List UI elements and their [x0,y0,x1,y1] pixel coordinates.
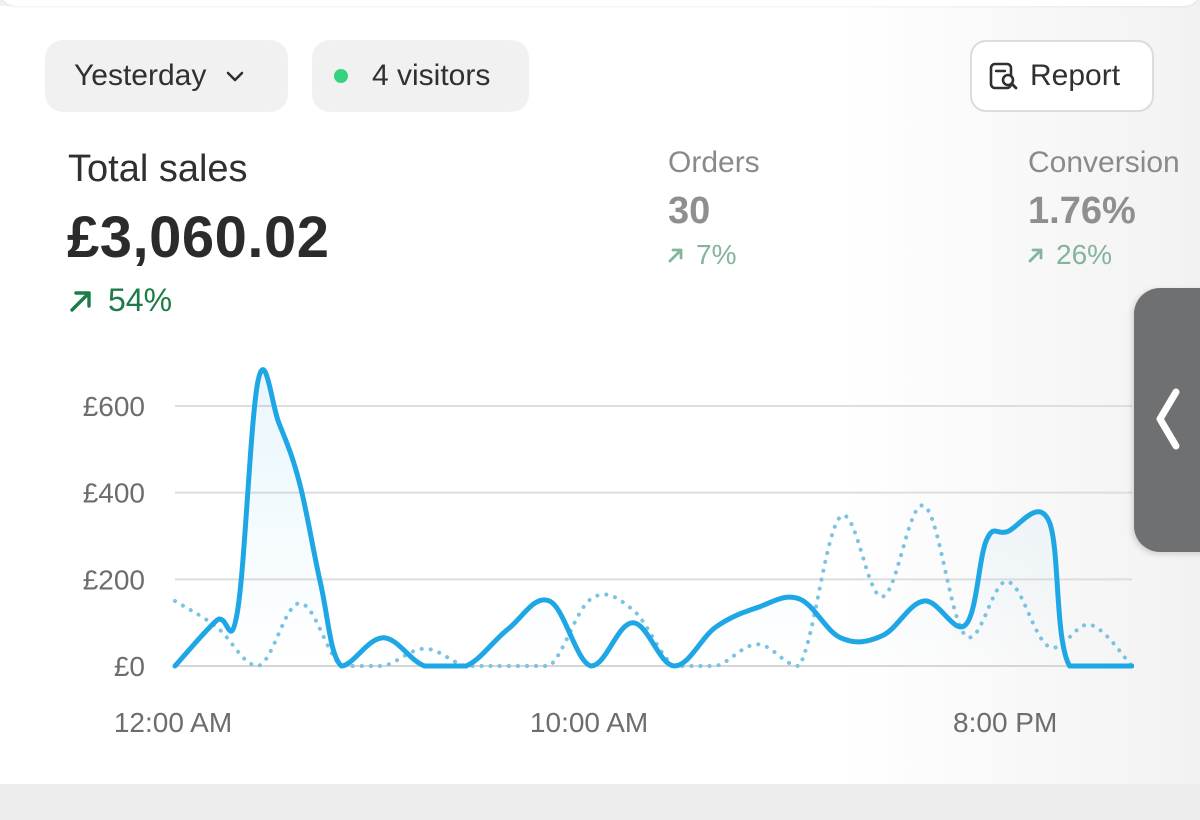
live-visitors-badge[interactable]: 4 visitors [312,40,529,112]
conversion-change: 26% [1028,239,1180,271]
y-tick-label: £0 [114,651,145,682]
report-search-icon [989,62,1018,90]
x-tick-label: 8:00 PM [953,707,1057,738]
y-tick-label: £600 [83,391,145,422]
x-tick-label: 10:00 AM [530,707,648,738]
date-range-dropdown[interactable]: Yesterday [45,40,288,112]
live-status-dot-icon [334,69,348,83]
total-sales-label: Total sales [68,148,248,190]
visitors-count-label: 4 visitors [372,59,491,92]
sales-line-chart: £600 £400 £200 £0 12:00 AM 10:00 AM 8:00 PM [83,367,1134,738]
orders-value: 30 [668,190,711,232]
total-sales-value: £3,060.02 [67,205,330,270]
chevron-down-icon [227,71,244,82]
orders-change: 7% [668,239,760,271]
total-sales-change: 54% [68,282,172,319]
report-button[interactable]: Report [970,40,1154,112]
side-panel-toggle[interactable] [1134,288,1200,552]
total-sales-change-value: 54% [108,282,173,318]
x-tick-label: 12:00 AM [114,707,232,738]
orders-label: Orders [668,146,760,179]
conversion-change-value: 26% [1056,239,1113,270]
sales-series-line [172,367,1134,669]
y-tick-label: £200 [83,564,145,595]
conversion-label: Conversion [1028,146,1180,179]
chevron-left-icon [1156,388,1180,450]
previous-card-edge [0,0,1200,6]
arrow-up-right-icon [1028,248,1043,263]
sales-series-area [175,369,1132,666]
arrow-up-right-icon [668,248,683,263]
arrow-up-right-icon [70,290,91,312]
report-button-label: Report [1030,59,1121,92]
orders-metric[interactable]: Orders 30 7% [668,146,760,271]
date-range-label: Yesterday [74,59,207,92]
y-tick-label: £400 [83,478,145,509]
conversion-value: 1.76% [1028,190,1136,232]
bottom-background-strip [0,784,1200,820]
orders-change-value: 7% [696,239,737,270]
conversion-metric[interactable]: Conversion 1.76% 26% [1028,146,1180,271]
